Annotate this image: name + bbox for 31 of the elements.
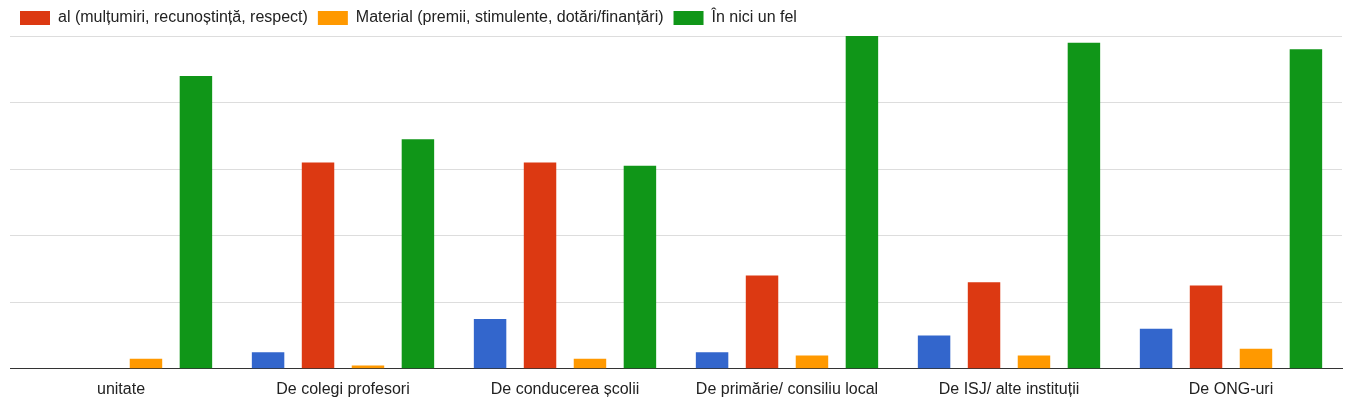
x-tick-label: De primărie/ consiliu local — [695, 379, 879, 397]
bar — [745, 275, 779, 369]
bar — [1239, 348, 1273, 369]
bar — [1289, 49, 1323, 369]
legend-label: În nici un fel — [710, 7, 797, 26]
bar — [129, 358, 163, 369]
x-tick-label: unitate — [96, 379, 146, 397]
bar — [301, 162, 335, 369]
bar — [845, 36, 879, 369]
bar — [1067, 42, 1101, 369]
bar — [573, 358, 607, 369]
bar — [967, 282, 1001, 369]
legend-label: Material (premii, stimulente, dotări/finanțări) — [355, 8, 664, 26]
bar — [401, 139, 435, 369]
x-tick-label: De conducerea școlii — [490, 379, 640, 397]
x-tick-label: De ONG-uri — [1188, 379, 1274, 397]
bar — [251, 352, 285, 369]
bar — [473, 318, 507, 369]
x-tick-label: De ISJ/ alte instituții — [938, 379, 1080, 397]
bar — [695, 352, 729, 369]
bar — [1139, 328, 1173, 369]
bar — [523, 162, 557, 369]
bar — [179, 75, 213, 369]
bar — [917, 335, 951, 369]
bar — [795, 355, 829, 369]
bar — [351, 365, 385, 369]
legend-label: al (mulțumiri, recunoștință, respect) — [58, 8, 308, 26]
x-tick-label: De colegi profesori — [276, 379, 410, 397]
bar — [623, 165, 657, 369]
bar — [1189, 285, 1223, 369]
bar — [1017, 355, 1051, 369]
